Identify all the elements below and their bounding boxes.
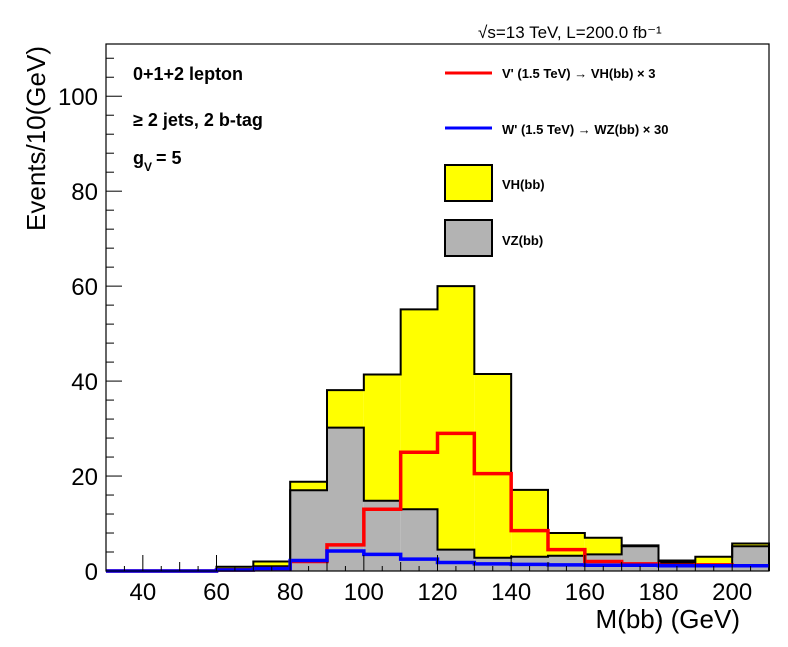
x-tick-label: 200 bbox=[712, 579, 752, 606]
gv-label: gV = 5 bbox=[133, 148, 182, 174]
vh-bin-12 bbox=[548, 533, 585, 556]
vh-bin-6 bbox=[327, 390, 364, 428]
vh-bin-13 bbox=[584, 537, 622, 555]
x-tick-label: 60 bbox=[203, 579, 230, 606]
legend: V' (1.5 TeV) → VH(bb) × 3 W' (1.5 TeV) →… bbox=[444, 66, 668, 257]
y-tick-label: 20 bbox=[71, 464, 98, 491]
legend-wprime-label: W' (1.5 TeV) → WZ(bb) × 30 bbox=[502, 122, 668, 137]
y-tick-label: 100 bbox=[58, 84, 98, 111]
x-tick-label: 180 bbox=[638, 579, 678, 606]
vh-bin-16 bbox=[695, 556, 733, 565]
y-axis-title: Events/10(GeV) bbox=[21, 46, 51, 231]
y-axis: 0 20 40 60 80 100 bbox=[58, 57, 122, 586]
vz-bin-7 bbox=[363, 500, 401, 571]
vh-bin-10 bbox=[474, 373, 512, 558]
y-tick-label: 60 bbox=[71, 274, 98, 301]
legend-vh-label: VH(bb) bbox=[502, 177, 545, 192]
energy-lumi-label: √s=13 TeV, L=200.0 fb⁻¹ bbox=[478, 23, 662, 42]
x-axis: 40 60 80 100 120 140 160 180 200 bbox=[105, 555, 770, 606]
x-axis-title: M(bb) (GeV) bbox=[596, 604, 740, 634]
gv-symbol: g bbox=[133, 148, 144, 168]
vz-bin-8 bbox=[400, 509, 438, 571]
vz-bin-9 bbox=[437, 549, 475, 571]
gv-value: = 5 bbox=[156, 148, 182, 168]
vh-bin-7 bbox=[363, 374, 401, 501]
vh-bin-5 bbox=[290, 481, 327, 491]
y-tick-label: 80 bbox=[71, 179, 98, 206]
y-tick-label: 40 bbox=[71, 369, 98, 396]
x-tick-label: 40 bbox=[129, 579, 156, 606]
vh-bin-17 bbox=[732, 543, 769, 547]
lepton-channel-label: 0+1+2 lepton bbox=[133, 64, 243, 84]
vz-bin-6 bbox=[327, 427, 364, 571]
x-tick-label: 160 bbox=[565, 579, 605, 606]
vh-bin-8 bbox=[400, 309, 438, 510]
jets-btag-label: ≥ 2 jets, 2 b-tag bbox=[133, 110, 263, 130]
vh-bin-4 bbox=[253, 561, 291, 567]
x-tick-label: 120 bbox=[417, 579, 457, 606]
stack-fills bbox=[106, 285, 770, 572]
y-tick-label: 0 bbox=[85, 559, 98, 586]
legend-vz-swatch bbox=[444, 219, 493, 257]
gv-subscript: V bbox=[144, 160, 152, 174]
vz-bin-5 bbox=[290, 490, 327, 571]
vh-bin-11 bbox=[511, 489, 548, 557]
legend-vz-label: VZ(bb) bbox=[502, 233, 543, 248]
x-tick-label: 80 bbox=[277, 579, 304, 606]
legend-vh-swatch bbox=[444, 164, 493, 202]
vh-bin-9 bbox=[437, 286, 475, 550]
x-tick-label: 100 bbox=[344, 579, 384, 606]
x-tick-label: 140 bbox=[491, 579, 531, 606]
legend-vprime-label: V' (1.5 TeV) → VH(bb) × 3 bbox=[502, 66, 655, 81]
